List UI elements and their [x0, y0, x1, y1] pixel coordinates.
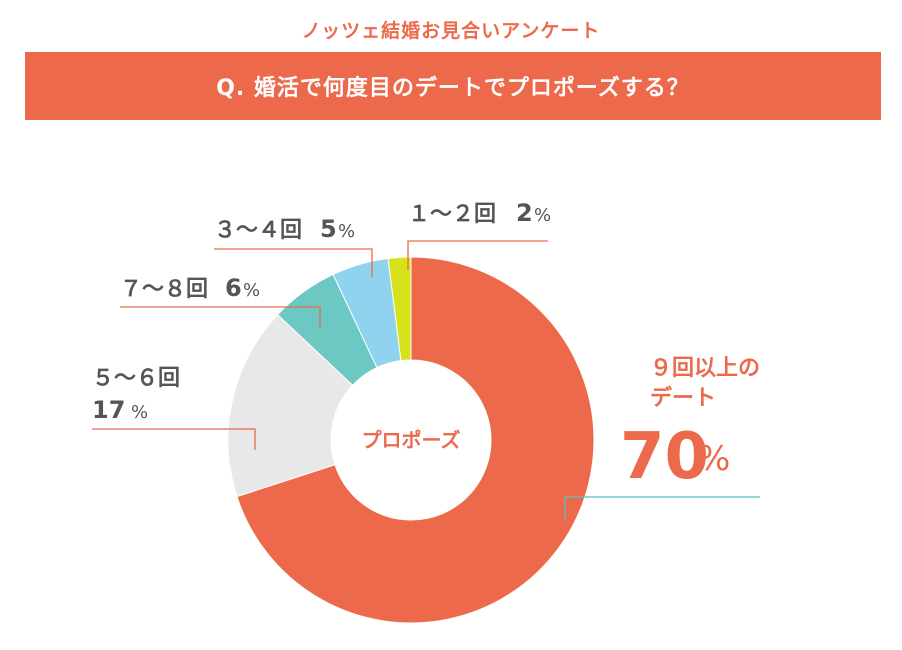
slice-unit-1: % [131, 402, 148, 423]
slice-value-3: 5 [320, 215, 337, 243]
leader-line-2 [120, 306, 321, 328]
slice-4 [387, 256, 412, 362]
slice-unit-0: % [698, 439, 730, 479]
slice-label-2-0: ７〜８回 [120, 277, 208, 302]
question-text: Q. 婚活で何度目のデートでプロポーズする？ [216, 76, 690, 101]
slice-label-4-0: １〜２回 [408, 202, 496, 227]
question-banner: Q. 婚活で何度目のデートでプロポーズする？ [25, 52, 881, 120]
survey-subtitle: ノッツェ結婚お見合いアンケート [301, 20, 601, 42]
center-label: プロポーズ [362, 428, 461, 452]
slice-value-2: 6 [225, 274, 242, 302]
slice-value-1: 17 [92, 396, 125, 424]
leader-line-0 [564, 496, 760, 520]
slice-unit-3: % [338, 221, 355, 242]
leader-line-3 [214, 248, 373, 277]
slice-value-0: 70 [620, 420, 709, 494]
slice-unit-4: % [534, 205, 551, 226]
leader-line-1 [92, 428, 256, 450]
slice-0 [236, 256, 595, 624]
slice-value-4: 2 [516, 199, 533, 227]
slice-label-0-0: ９回以上の [650, 356, 760, 381]
slice-1 [227, 314, 354, 498]
slice-label-0-1: デート [650, 385, 716, 411]
slice-label-3-0: ３〜４回 [214, 218, 302, 243]
slice-label-1-0: ５〜６回 [92, 366, 180, 391]
slice-unit-2: % [243, 280, 260, 301]
leader-line-4 [407, 240, 548, 270]
